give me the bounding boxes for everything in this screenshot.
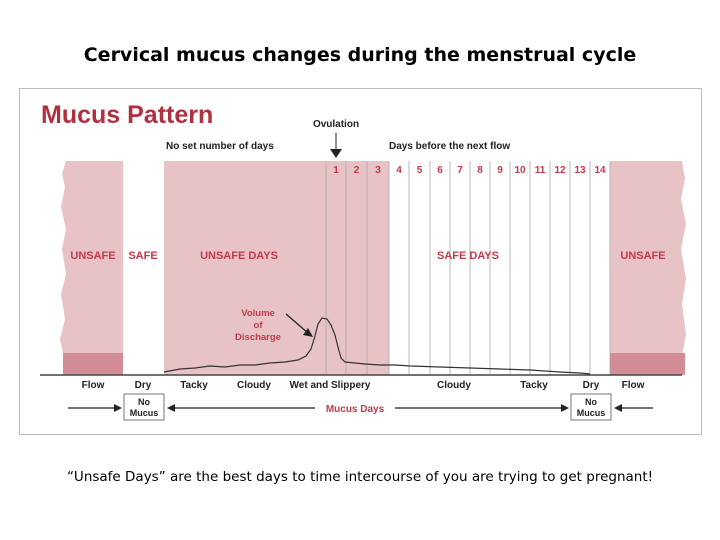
- zone-label-safe-left: SAFE: [128, 250, 157, 262]
- day-number: 7: [457, 165, 463, 176]
- day-number: 14: [594, 165, 606, 176]
- phase-tacky-right: Tacky: [520, 380, 548, 391]
- mucus-days-label: Mucus Days: [326, 404, 385, 415]
- flow-right-band: [610, 353, 685, 375]
- ovulation-label: Ovulation: [313, 119, 359, 130]
- day-number: 12: [554, 165, 566, 176]
- day-number: 4: [396, 165, 402, 176]
- mucus-days-left-arrowhead-icon: [167, 404, 175, 412]
- mucus-days-right-arrowhead-icon: [561, 404, 569, 412]
- unsafe-right-zone: [610, 161, 686, 375]
- arrows: [68, 404, 653, 412]
- no-mucus-right-line-2: Mucus: [577, 408, 606, 418]
- no-mucus-right-box: [570, 393, 612, 421]
- day-number: 3: [375, 165, 381, 176]
- zone-label-safe-days: SAFE DAYS: [437, 250, 499, 262]
- day-numbers: 1 2 3 4 5 6 7 8 9 10 11 12 13 14: [333, 165, 606, 176]
- phase-wet-slippery: Wet and Slippery: [290, 380, 371, 391]
- zone-label-unsafe-right: UNSAFE: [620, 250, 665, 262]
- phase-cloudy-right: Cloudy: [437, 380, 471, 391]
- day-number: 8: [477, 165, 483, 176]
- no-set-days-label: No set number of days: [166, 141, 274, 152]
- zone-label-unsafe-days: UNSAFE DAYS: [200, 250, 278, 262]
- day-number: 10: [514, 165, 526, 176]
- unsafe-days-zone: [164, 161, 389, 375]
- no-mucus-left-line-1: No: [138, 397, 150, 407]
- day-number: 11: [535, 165, 546, 176]
- volume-label-line-1: Volume: [241, 308, 275, 319]
- ovulation-arrowhead-icon: [330, 149, 342, 158]
- mucus-pattern-figure: Mucus Pattern No set number of days Ovul…: [19, 88, 702, 435]
- flow-left-band: [63, 353, 123, 375]
- volume-pointer-arrow: [285, 313, 309, 334]
- phase-dry-right: Dry: [583, 380, 600, 391]
- volume-label-line-2: of: [254, 320, 264, 331]
- slide-title: Cervical mucus changes during the menstr…: [83, 44, 637, 66]
- phase-flow-right: Flow: [622, 380, 645, 391]
- days-before-label: Days before the next flow: [389, 141, 510, 152]
- day-number: 9: [497, 165, 503, 176]
- discharge-volume-curve: [163, 317, 591, 375]
- diagram-heading: Mucus Pattern: [41, 101, 213, 129]
- volume-pointer-arrowhead-icon: [303, 328, 313, 337]
- slide-caption: “Unsafe Days” are the best days to time …: [66, 469, 654, 485]
- zone-label-unsafe-left: UNSAFE: [70, 250, 115, 262]
- day-number: 13: [574, 165, 586, 176]
- phase-tacky-left: Tacky: [180, 380, 208, 391]
- day-column-lines: [325, 161, 611, 375]
- no-mucus-right-line-1: No: [585, 397, 597, 407]
- day-number: 5: [417, 165, 423, 176]
- phase-dry-left: Dry: [135, 380, 152, 391]
- mucus-pattern-diagram: Mucus Pattern No set number of days Ovul…: [40, 101, 686, 421]
- day-number: 2: [354, 165, 360, 176]
- phase-flow-left: Flow: [82, 380, 105, 391]
- flow-right-arrowhead-icon: [614, 404, 622, 412]
- day-number: 1: [333, 165, 339, 176]
- unsafe-left-zone: [60, 161, 123, 375]
- flow-left-arrowhead-icon: [114, 404, 122, 412]
- volume-label-line-3: Discharge: [235, 332, 281, 343]
- no-mucus-left-box: [123, 393, 165, 421]
- phase-cloudy-left: Cloudy: [237, 380, 271, 391]
- day-number: 6: [437, 165, 443, 176]
- no-mucus-left-line-2: Mucus: [130, 408, 159, 418]
